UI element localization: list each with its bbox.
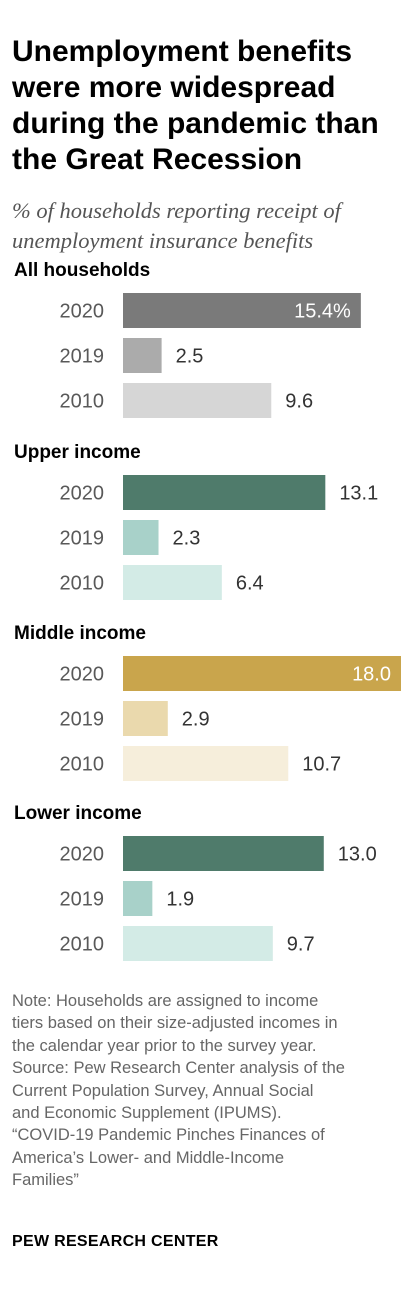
bar — [123, 520, 159, 555]
bar — [123, 746, 289, 781]
note-line: tiers based on their size-adjusted incom… — [12, 1014, 338, 1033]
data-label: 1.9 — [166, 889, 194, 911]
report-title-line: Families” — [12, 1171, 79, 1190]
data-label: 2.5 — [176, 346, 204, 368]
data-label: 13.1 — [339, 483, 378, 505]
data-label: 18.0 — [352, 664, 391, 686]
report-title-line: “COVID-19 Pandemic Pinches Finances of — [12, 1126, 325, 1145]
bar — [123, 383, 272, 418]
group-label: Upper income — [14, 442, 141, 463]
data-label: 13.0 — [338, 844, 377, 866]
note-line: Note: Households are assigned to income — [12, 992, 319, 1010]
bar — [123, 656, 401, 691]
data-label: 9.6 — [285, 391, 313, 413]
category-label: 2020 — [60, 664, 105, 686]
bar — [123, 701, 168, 736]
bar — [123, 338, 162, 373]
category-label: 2019 — [60, 889, 105, 911]
chart-title: Unemployment benefits were more widespre… — [12, 35, 379, 176]
bar — [123, 565, 222, 600]
chart-note: Note: Households are assigned to income … — [12, 990, 410, 1192]
category-label: 2010 — [60, 754, 105, 776]
data-label: 6.4 — [236, 573, 264, 595]
group-label: Middle income — [14, 623, 146, 644]
group-label: All households — [14, 260, 150, 281]
category-label: 2019 — [60, 709, 105, 731]
data-label: 15.4% — [294, 301, 351, 323]
bar-chart: All households 2020 15.4% 2019 2.5 2010 9.6 Upp… — [14, 260, 401, 961]
category-label: 2010 — [60, 573, 105, 595]
source-line: Current Population Survey, Annual Social — [12, 1081, 314, 1100]
bar — [123, 926, 273, 961]
group-label: Lower income — [14, 803, 142, 824]
source-line: and Economic Supplement (IPUMS). — [12, 1104, 282, 1123]
data-label: 10.7 — [302, 754, 341, 776]
category-label: 2019 — [60, 346, 105, 368]
report-title-line: America’s Lower- and Middle-Income — [12, 1148, 285, 1167]
bar — [123, 881, 153, 916]
chart-subtitle: % of households reporting receipt of une… — [12, 198, 341, 253]
bar — [123, 293, 361, 328]
category-label: 2020 — [60, 844, 105, 866]
category-label: 2020 — [60, 483, 105, 505]
data-label: 2.3 — [173, 528, 201, 550]
category-label: 2019 — [60, 528, 105, 550]
data-label: 9.7 — [287, 934, 315, 956]
source-line: Source: Pew Research Center analysis of … — [12, 1059, 345, 1078]
data-label: 2.9 — [182, 709, 210, 731]
category-label: 2020 — [60, 301, 105, 323]
note-line: the calendar year prior to the survey ye… — [12, 1036, 317, 1055]
pew-logo-text: PEW RESEARCH CENTER — [12, 1233, 219, 1250]
category-label: 2010 — [60, 934, 105, 956]
bar — [123, 475, 326, 510]
category-label: 2010 — [60, 391, 105, 413]
bar — [123, 836, 324, 871]
